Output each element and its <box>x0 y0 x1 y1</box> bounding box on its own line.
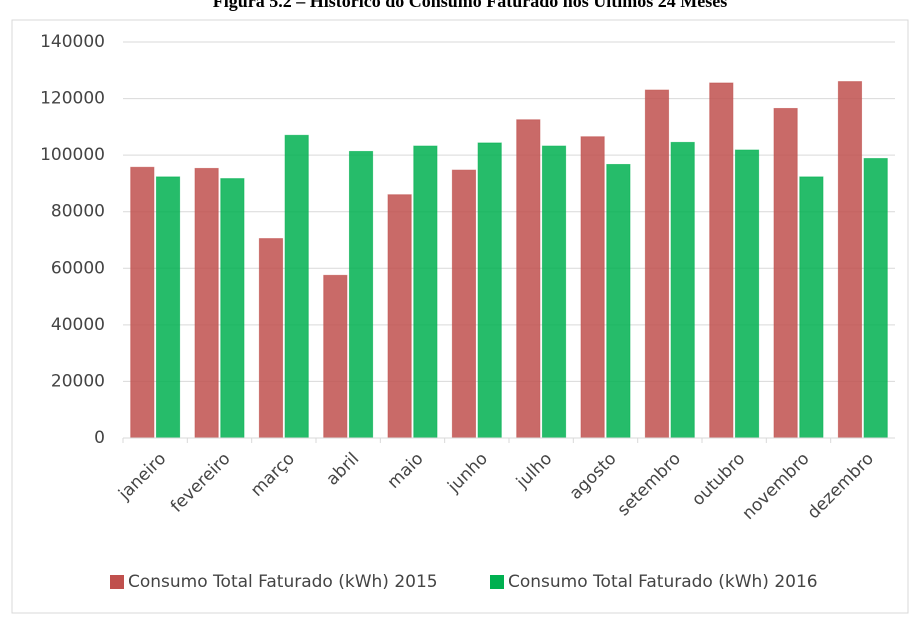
y-tick-label: 60000 <box>51 258 105 278</box>
bar <box>130 166 155 439</box>
bar <box>580 136 605 439</box>
legend-swatch <box>110 575 124 589</box>
legend-label: Consumo Total Faturado (kWh) 2016 <box>508 572 818 592</box>
bar <box>451 169 477 439</box>
chart-title: Figura 5.2 – Histórico do Consumo Fatura… <box>213 0 728 11</box>
y-tick-label: 140000 <box>40 32 105 52</box>
bar <box>258 238 284 439</box>
y-tick-label: 120000 <box>40 89 105 109</box>
bar <box>220 178 245 439</box>
bar <box>799 176 824 439</box>
y-tick-label: 80000 <box>51 202 105 222</box>
bar <box>644 89 670 439</box>
bar <box>348 150 374 439</box>
bar <box>387 194 412 439</box>
bar <box>606 163 631 439</box>
bar <box>734 149 760 439</box>
bar <box>413 145 438 439</box>
bar <box>477 142 502 439</box>
bar <box>837 81 863 439</box>
bar <box>541 145 567 439</box>
y-tick-label: 20000 <box>51 371 105 391</box>
y-tick-label: 100000 <box>40 145 105 165</box>
bar <box>155 176 181 439</box>
bar <box>709 82 734 439</box>
bar <box>670 141 695 439</box>
bar <box>516 119 541 439</box>
y-tick-label: 0 <box>94 428 105 448</box>
bar <box>323 274 348 439</box>
bar <box>773 107 798 439</box>
bar <box>194 167 219 439</box>
y-tick-label: 40000 <box>51 315 105 335</box>
legend-swatch <box>490 575 504 589</box>
bar <box>284 134 309 439</box>
bar <box>863 158 888 439</box>
legend-label: Consumo Total Faturado (kWh) 2015 <box>128 572 438 592</box>
